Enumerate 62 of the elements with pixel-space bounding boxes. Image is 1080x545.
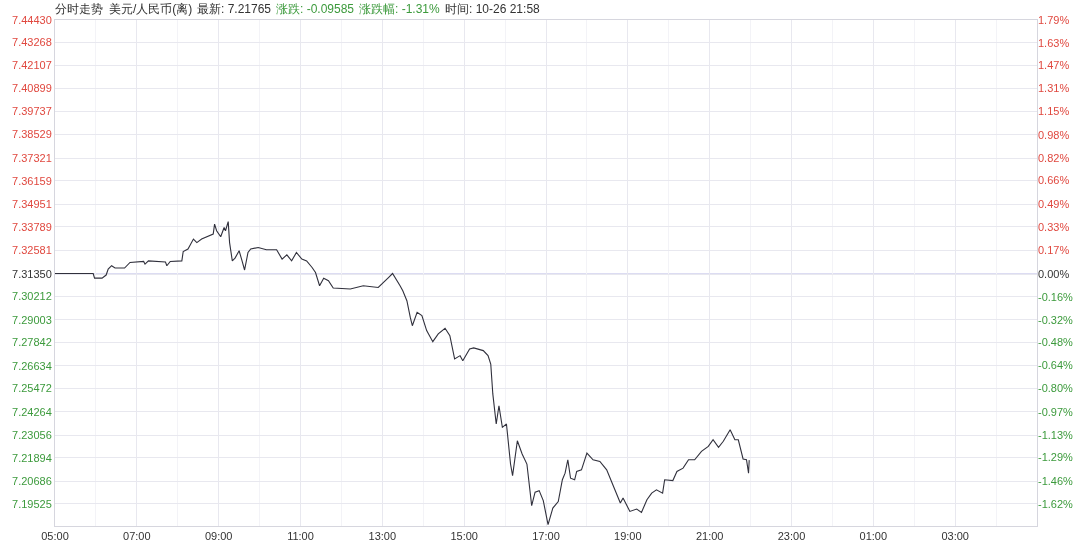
y2-tick-label: 0.17%	[1038, 243, 1070, 256]
y2-tick-label: -1.62%	[1038, 498, 1074, 511]
y2-tick-label: -1.13%	[1038, 428, 1074, 441]
x-tick-label: 09:00	[204, 530, 233, 543]
y-tick-label: 7.27842	[12, 336, 52, 349]
chart-title: 分时走势	[55, 2, 103, 17]
y2-tick-label: 0.82%	[1038, 151, 1070, 164]
text: 时间: 10-26 21:58	[445, 2, 541, 16]
y2-tick-label: -0.48%	[1038, 336, 1074, 349]
x-tick-label: 21:00	[695, 530, 724, 543]
y2-tick-label: 0.49%	[1038, 198, 1070, 211]
y-tick-label: 7.33789	[12, 220, 52, 233]
y2-tick-label: -1.29%	[1038, 451, 1074, 464]
x-tick-label: 13:00	[368, 530, 397, 543]
y-tick-label: 7.36159	[12, 174, 52, 187]
y-tick-label: 7.43268	[12, 36, 52, 49]
x-tick-label: 17:00	[532, 530, 560, 543]
x-tick-label: 01:00	[859, 530, 888, 543]
text: 涨跌: -0.09585	[276, 2, 355, 16]
y2-tick-label: 0.66%	[1038, 174, 1070, 187]
y-tick-label: 7.31350	[12, 267, 52, 280]
y-tick-label: 7.40899	[12, 82, 52, 95]
y2-tick-label: 1.31%	[1038, 82, 1070, 95]
y2-tick-label: -0.64%	[1038, 358, 1074, 371]
y-tick-label: 7.29003	[12, 313, 52, 326]
y2-tick-label: 1.63%	[1038, 36, 1070, 49]
x-tick-label: 05:00	[41, 530, 69, 543]
y-tick-label: 7.25472	[12, 382, 52, 395]
y-tick-label: 7.20686	[12, 475, 52, 488]
y-tick-label: 7.19525	[12, 497, 52, 510]
y-tick-label: 7.30212	[12, 290, 52, 303]
y2-tick-label: -0.32%	[1038, 313, 1074, 326]
y2-tick-label: -1.46%	[1038, 475, 1074, 488]
y2-tick-label: 1.47%	[1038, 59, 1070, 72]
x-tick-label: 23:00	[777, 530, 806, 543]
x-tick-label: 07:00	[123, 530, 151, 543]
x-tick-label: 11:00	[287, 530, 314, 543]
y2-tick-label: 0.33%	[1038, 221, 1070, 234]
y2-tick-label: 1.15%	[1038, 104, 1070, 117]
y-tick-label: 7.44430	[12, 13, 52, 26]
y-tick-label: 7.37321	[12, 151, 52, 164]
text: 最新: 7.21765	[197, 2, 272, 16]
y-tick-label: 7.39737	[12, 105, 52, 118]
y2-tick-label: 0.00%	[1038, 268, 1070, 281]
text: 涨跌幅: -1.31%	[359, 2, 441, 16]
y2-tick-label: -0.16%	[1038, 290, 1074, 303]
y2-tick-label: -0.97%	[1038, 405, 1074, 418]
y-tick-label: 7.21894	[12, 451, 52, 464]
y-tick-label: 7.34951	[12, 197, 52, 210]
y-tick-label: 7.23056	[12, 429, 52, 442]
y2-tick-label: -0.80%	[1038, 381, 1074, 394]
y-tick-label: 7.26634	[12, 359, 52, 372]
y-tick-label: 7.42107	[12, 58, 52, 71]
y2-tick-label: 0.98%	[1038, 128, 1070, 141]
y2-tick-label: 1.79%	[1038, 13, 1070, 26]
y-tick-label: 7.38529	[12, 128, 52, 141]
x-tick-label: 03:00	[941, 530, 969, 543]
y-tick-label: 7.32581	[12, 244, 52, 257]
y-tick-label: 7.24264	[12, 405, 52, 418]
x-tick-label: 15:00	[450, 530, 478, 543]
x-tick-label: 19:00	[614, 530, 642, 543]
chart-subtitle: 美元/人民币(离)	[109, 2, 193, 16]
